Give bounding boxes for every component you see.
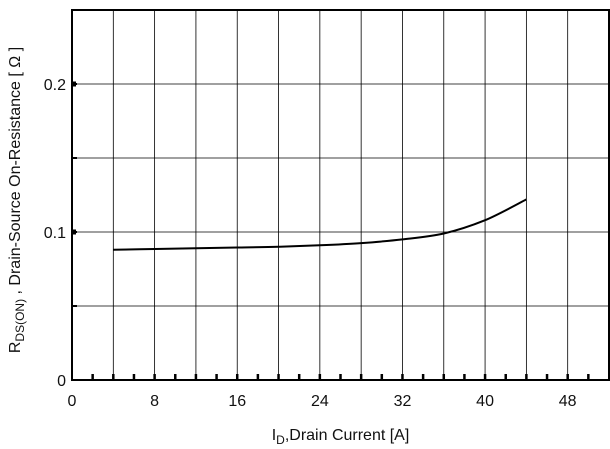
y-axis-title-rest: , Drain-Source On-Resistance [ Ω ] [7, 47, 24, 299]
x-tick-label: 32 [394, 393, 412, 410]
x-tick-label: 40 [476, 393, 494, 410]
y-axis-title-main: R [7, 342, 24, 354]
y-axis-title-subscript: DS(ON) [13, 299, 27, 342]
x-tick-label: 0 [68, 393, 77, 410]
y-axis-title: RDS(ON) , Drain-Source On-Resistance [ Ω… [7, 47, 27, 353]
x-axis-title-rest: ,Drain Current [A] [285, 427, 409, 444]
x-tick-label: 16 [228, 393, 246, 410]
series-line [113, 198, 527, 251]
y-tick-label: 0.2 [44, 77, 66, 94]
series [113, 198, 527, 251]
x-tick-label: 24 [311, 393, 329, 410]
x-tick-label: 48 [559, 393, 577, 410]
x-tick-label: 8 [150, 393, 159, 410]
grid [72, 10, 609, 380]
y-tick-label: 0 [57, 373, 66, 390]
y-tick-label: 0.1 [44, 225, 66, 242]
x-axis-title-main: I [272, 427, 276, 444]
x-axis-title-subscript: D [276, 433, 285, 447]
plot-frame [71, 9, 610, 381]
tick-labels: 0 8 16 24 32 40 48 0 0.1 0.2 [44, 77, 577, 410]
x-axis-title: ID,Drain Current [A] [272, 427, 410, 447]
ticks [71, 81, 590, 380]
